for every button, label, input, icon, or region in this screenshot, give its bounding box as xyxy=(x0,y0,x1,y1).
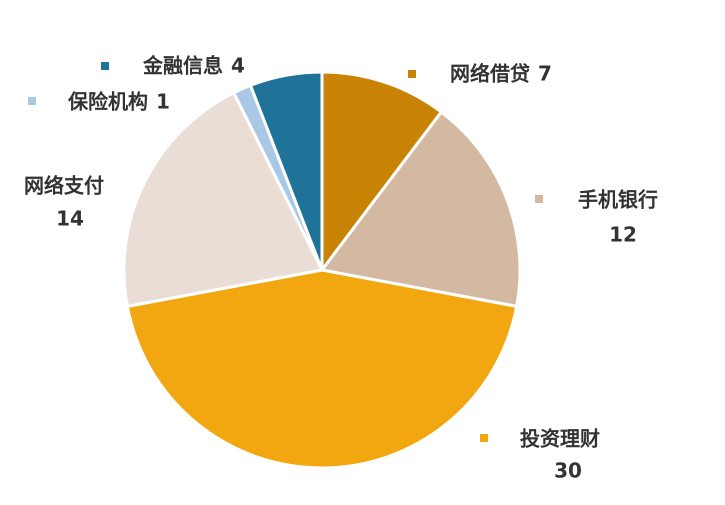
category-label: 网络支付 xyxy=(24,174,104,198)
legend-marker xyxy=(101,62,109,70)
category-label: 手机银行 xyxy=(578,188,658,212)
category-label: 金融信息 xyxy=(142,54,223,78)
value-label: 30 xyxy=(554,459,582,483)
value-label: 12 xyxy=(609,223,637,247)
legend-marker xyxy=(535,195,543,203)
value-label: 7 xyxy=(538,62,552,86)
category-label: 投资理财 xyxy=(520,427,600,451)
legend-marker xyxy=(480,434,488,442)
category-label: 保险机构 xyxy=(67,90,148,114)
legend-marker xyxy=(408,70,416,78)
pie-slice xyxy=(248,70,324,271)
value-label: 1 xyxy=(156,90,170,114)
pie-slice xyxy=(320,70,444,275)
value-label: 14 xyxy=(56,207,84,231)
pie-slice xyxy=(319,109,522,309)
pie-slice xyxy=(125,268,519,470)
category-label: 网络借贷 xyxy=(450,62,530,86)
legend-marker xyxy=(28,97,36,105)
value-label: 4 xyxy=(231,54,245,78)
pie-slice xyxy=(122,90,325,309)
